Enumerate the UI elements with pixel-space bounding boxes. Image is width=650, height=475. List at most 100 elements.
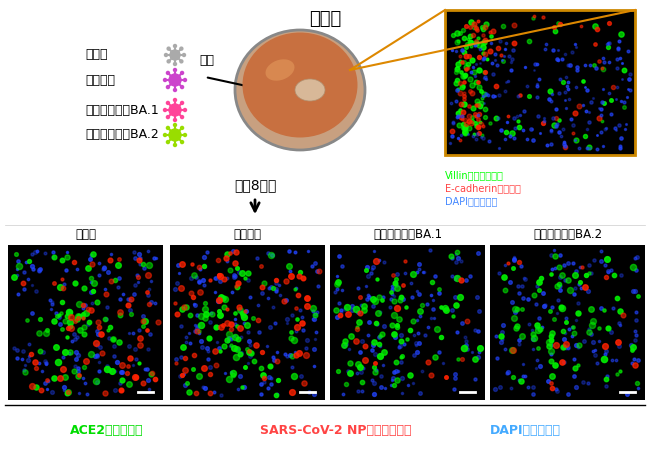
- Point: [465, 32, 475, 39]
- Point: [468, 63, 478, 70]
- Circle shape: [180, 47, 183, 50]
- Point: [345, 359, 356, 367]
- Circle shape: [174, 63, 177, 66]
- Point: [184, 329, 194, 337]
- Point: [339, 305, 350, 313]
- Point: [553, 296, 564, 304]
- Point: [400, 269, 410, 277]
- Point: [232, 284, 242, 291]
- Point: [466, 119, 476, 127]
- Point: [448, 312, 459, 320]
- Point: [122, 369, 133, 377]
- Point: [474, 102, 485, 110]
- Point: [99, 263, 109, 270]
- Point: [415, 312, 425, 320]
- Point: [563, 344, 573, 352]
- Text: 感染8日後: 感染8日後: [234, 178, 276, 192]
- Point: [466, 19, 476, 26]
- Point: [446, 252, 456, 259]
- Point: [232, 345, 242, 352]
- Point: [186, 289, 196, 297]
- Point: [387, 377, 397, 384]
- Point: [222, 250, 233, 258]
- Point: [460, 58, 470, 66]
- Point: [124, 342, 135, 350]
- Point: [528, 292, 539, 299]
- Circle shape: [169, 129, 181, 141]
- Point: [49, 253, 59, 261]
- Point: [455, 29, 465, 37]
- Point: [224, 330, 234, 338]
- Point: [606, 110, 616, 117]
- Point: [77, 374, 88, 382]
- Point: [312, 309, 322, 316]
- Point: [448, 118, 458, 125]
- Point: [452, 65, 463, 73]
- Point: [370, 360, 381, 367]
- Point: [473, 100, 483, 107]
- Point: [570, 83, 580, 91]
- Point: [517, 283, 527, 290]
- Point: [440, 373, 450, 380]
- Point: [12, 257, 23, 265]
- Point: [468, 104, 478, 112]
- Point: [560, 96, 571, 104]
- Point: [454, 57, 465, 65]
- Point: [480, 105, 490, 113]
- Point: [396, 358, 407, 366]
- Point: [478, 49, 488, 57]
- Point: [200, 314, 210, 322]
- Point: [47, 389, 58, 396]
- Point: [296, 320, 307, 327]
- Point: [302, 294, 312, 302]
- Point: [450, 275, 460, 283]
- Point: [190, 301, 201, 309]
- Point: [530, 60, 540, 68]
- Point: [610, 124, 620, 132]
- Point: [553, 116, 564, 124]
- Point: [268, 353, 278, 361]
- Point: [376, 330, 387, 338]
- Circle shape: [166, 115, 170, 119]
- Point: [370, 369, 380, 376]
- Point: [547, 266, 558, 273]
- Point: [340, 337, 350, 345]
- Point: [343, 311, 353, 318]
- Point: [235, 372, 245, 380]
- Point: [397, 389, 408, 397]
- Point: [115, 308, 125, 315]
- Point: [513, 92, 523, 100]
- Circle shape: [181, 102, 183, 104]
- Point: [580, 107, 591, 115]
- Point: [597, 65, 607, 72]
- Point: [563, 343, 573, 351]
- Point: [447, 254, 457, 262]
- Point: [429, 314, 439, 322]
- Point: [470, 111, 480, 118]
- Point: [362, 263, 372, 270]
- Point: [302, 303, 313, 310]
- Point: [295, 306, 306, 314]
- Point: [86, 278, 96, 286]
- Point: [379, 258, 389, 266]
- Point: [474, 130, 484, 137]
- Point: [196, 337, 207, 345]
- Point: [539, 117, 549, 125]
- Point: [402, 335, 412, 342]
- Point: [307, 262, 317, 269]
- Point: [194, 329, 204, 336]
- Point: [72, 333, 82, 341]
- Point: [603, 324, 613, 332]
- Point: [57, 256, 68, 264]
- Point: [28, 265, 38, 273]
- Point: [562, 85, 573, 93]
- Point: [42, 377, 53, 384]
- Point: [469, 68, 479, 76]
- Point: [331, 306, 341, 314]
- Point: [473, 115, 483, 123]
- Point: [601, 274, 611, 281]
- Point: [70, 335, 80, 343]
- Point: [459, 128, 469, 136]
- Point: [568, 259, 578, 266]
- Point: [74, 390, 85, 397]
